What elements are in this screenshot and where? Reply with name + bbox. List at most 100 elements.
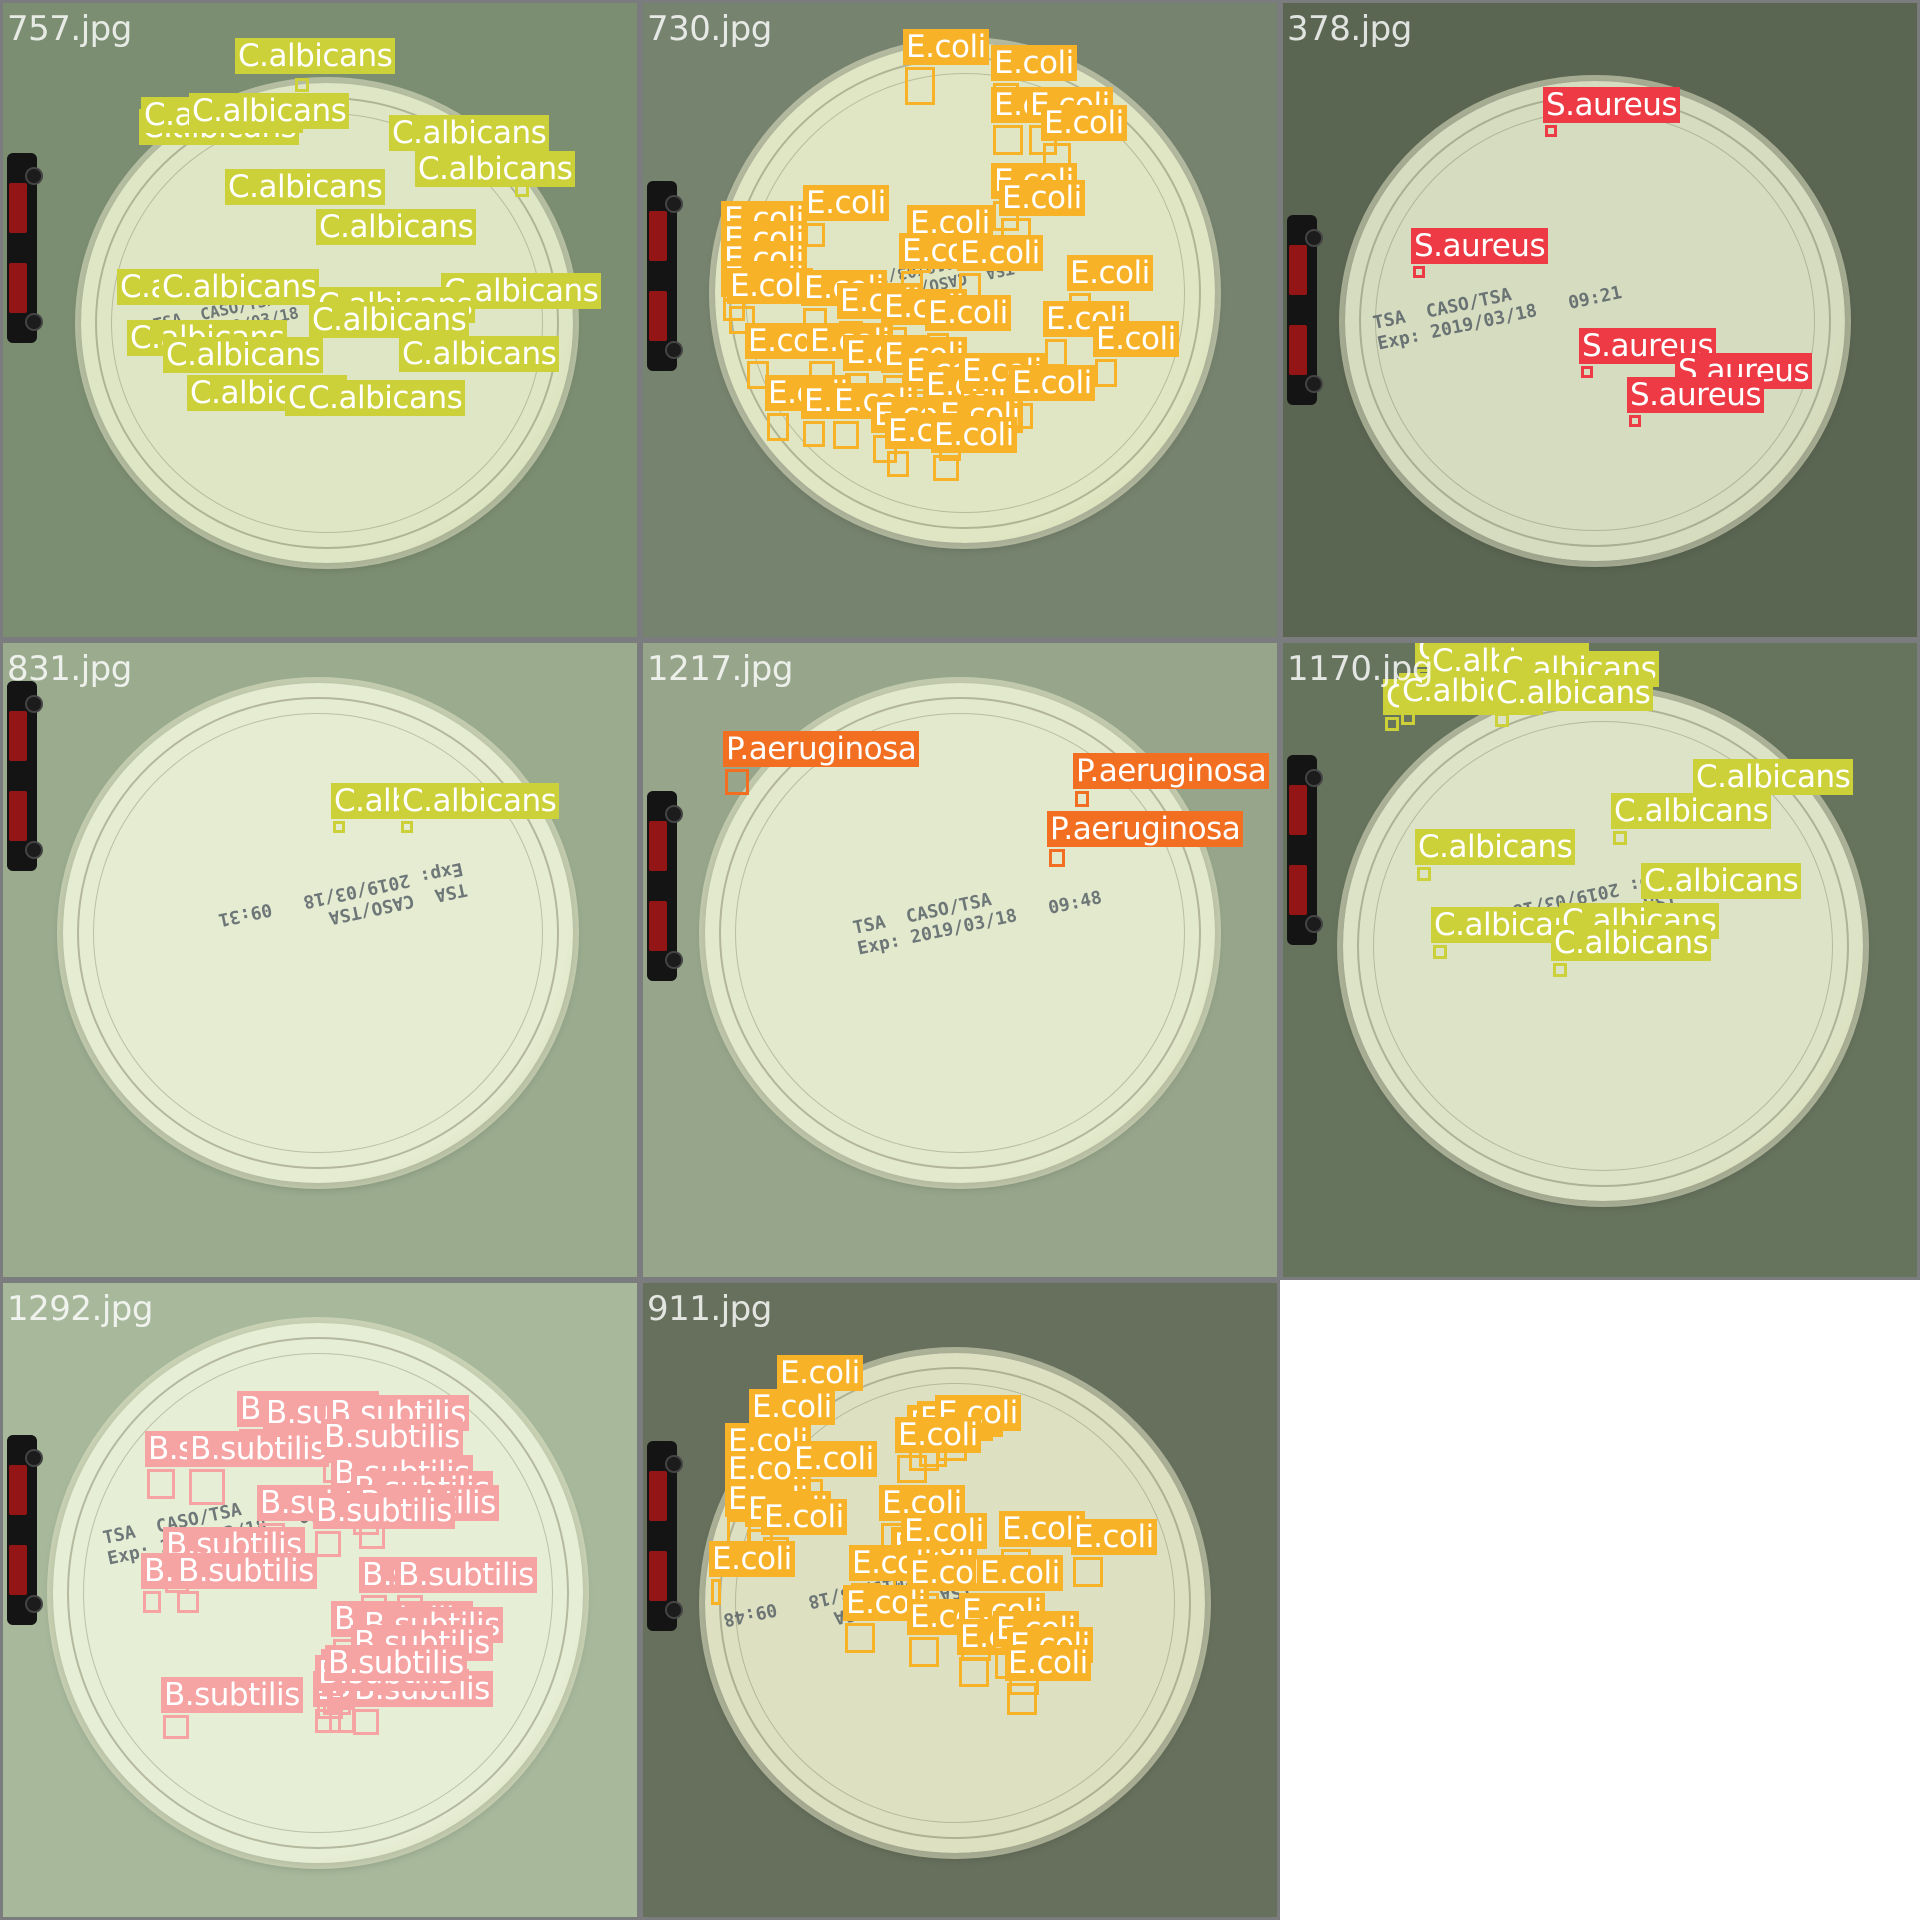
detection-label: C.albicans: [316, 209, 477, 245]
tile-filename: 1292.jpg: [7, 1289, 153, 1329]
detection-box: [959, 1657, 989, 1687]
detection-box: [315, 1709, 341, 1733]
plate-holder: [647, 1441, 683, 1631]
detection-label: E.coli: [999, 1511, 1085, 1547]
holder-light: [649, 901, 667, 951]
detection-label: E.coli: [761, 1499, 847, 1535]
plate-holder: [7, 153, 43, 343]
holder-light: [1289, 865, 1307, 915]
tile-1292: TSA CASO/TSA Exp: 2019/03/18 09:48B.subt…: [0, 1280, 640, 1920]
detection-label: E.coli: [999, 180, 1085, 216]
detection-box: [909, 1637, 939, 1667]
detection-box: [961, 391, 987, 419]
detection-label: E.coli: [1009, 365, 1095, 401]
detection-box: [353, 1709, 379, 1735]
detection-label: E.coli: [1067, 255, 1153, 291]
holder-light: [649, 1551, 667, 1601]
detection-box: [993, 125, 1023, 155]
holder-pin: [25, 695, 43, 713]
plate-holder: [1287, 755, 1323, 945]
detection-label: C.albicans: [225, 169, 386, 205]
detection-box: [189, 1469, 225, 1505]
holder-light: [9, 711, 27, 761]
detection-label: E.coli: [901, 1513, 987, 1549]
detection-label: P.aeruginosa: [1073, 753, 1270, 789]
detection-label: S.aureus: [1627, 377, 1765, 413]
detection-label: C.albicans: [1551, 925, 1712, 961]
detection-label: C.albicans: [1415, 829, 1576, 865]
holder-pin: [25, 167, 43, 185]
holder-pin: [665, 1601, 683, 1619]
detection-box: [1385, 717, 1399, 731]
detection-box: [933, 455, 959, 481]
detection-label: E.coli: [931, 417, 1017, 453]
plate-holder: [7, 681, 43, 871]
plate-photo: TSA CASO/TSA Exp: 2019/03/18C.albicansC.…: [1283, 643, 1917, 1277]
dish-inner-rim: [93, 713, 543, 1153]
detection-box: [143, 1591, 161, 1613]
holder-pin: [665, 1455, 683, 1473]
tile-911: TSA CASO/TSA Exp: 2019/03/18 09:48E.coli…: [640, 1280, 1280, 1920]
detection-label: S.aureus: [1543, 87, 1681, 123]
detection-box: [315, 1531, 341, 1557]
detection-box: [1495, 713, 1509, 727]
tile-730: TSA CASO/TSA Exp: 2019/03/18 09:47E.coli…: [640, 0, 1280, 640]
holder-light: [9, 791, 27, 841]
holder-pin: [25, 841, 43, 859]
dish-rim: [77, 697, 559, 1169]
plate-holder: [7, 1435, 43, 1625]
detection-box: [327, 1683, 353, 1709]
tile-filename: 378.jpg: [1287, 9, 1412, 49]
detection-label: S.aureus: [1579, 328, 1717, 364]
detection-label: P.aeruginosa: [1047, 811, 1244, 847]
holder-pin: [1305, 769, 1323, 787]
detection-box: [401, 821, 413, 833]
detection-label: B.subtilis: [187, 1431, 329, 1467]
holder-light: [9, 1465, 27, 1515]
detection-box: [1073, 1557, 1103, 1587]
tile-378: TSA CASO/TSA Exp: 2019/03/18 09:21 S.aure…: [1280, 0, 1920, 640]
detection-label: E.coli: [1071, 1519, 1157, 1555]
detection-label: B.subtilis: [321, 1419, 463, 1455]
detection-label: E.coli: [803, 185, 889, 221]
detection-label: E.coli: [957, 235, 1043, 271]
plate-photo: TSA CASO/TSA Exp: 2019/03/18 09:48B.subt…: [3, 1283, 637, 1917]
detection-label: E.coli: [709, 1541, 795, 1577]
dish-inner-rim: [735, 1383, 1175, 1823]
detection-box: [1545, 125, 1557, 137]
holder-pin: [1305, 915, 1323, 933]
detection-box: [897, 1455, 927, 1483]
detection-box: [1613, 831, 1627, 845]
dish-rim: [67, 1337, 569, 1849]
detection-box: [177, 1591, 199, 1613]
plate-holder: [647, 181, 683, 371]
detection-label: P.aeruginosa: [723, 731, 920, 767]
detection-box: [147, 1469, 175, 1499]
detection-label: C.albicans: [1641, 863, 1802, 899]
holder-pin: [665, 195, 683, 213]
tile-757: TSA CASO/TSA Exp: 2019/03/18 09:48C.albi…: [0, 0, 640, 640]
holder-pin: [1305, 375, 1323, 393]
detection-label: E.coli: [727, 268, 813, 304]
detection-label: E.coli: [1043, 301, 1129, 337]
detection-box: [1629, 415, 1641, 427]
detection-label: B.subtilis: [395, 1557, 537, 1593]
tile-filename: 1170.jpg: [1287, 649, 1433, 689]
detection-box: [905, 67, 935, 105]
holder-pin: [665, 805, 683, 823]
detection-box: [803, 421, 825, 447]
detection-label: E.coli: [991, 45, 1077, 81]
detection-label: C.albicans: [189, 93, 350, 129]
detection-label: C.albicans: [163, 337, 324, 373]
holder-light: [649, 291, 667, 341]
detection-label: E.coli: [1041, 105, 1127, 141]
plate-photo: TSA CASO/TSA Exp: 2019/03/18 09:31 C.albi…: [3, 643, 637, 1277]
tile-831: TSA CASO/TSA Exp: 2019/03/18 09:31 C.albi…: [0, 640, 640, 1280]
holder-light: [649, 211, 667, 261]
detection-label: B.subtilis: [163, 1527, 305, 1563]
detection-label: C.albicans: [1611, 793, 1772, 829]
tile-filename: 831.jpg: [7, 649, 132, 689]
detection-box: [163, 1715, 189, 1739]
detection-label: C.albicans: [389, 115, 550, 151]
